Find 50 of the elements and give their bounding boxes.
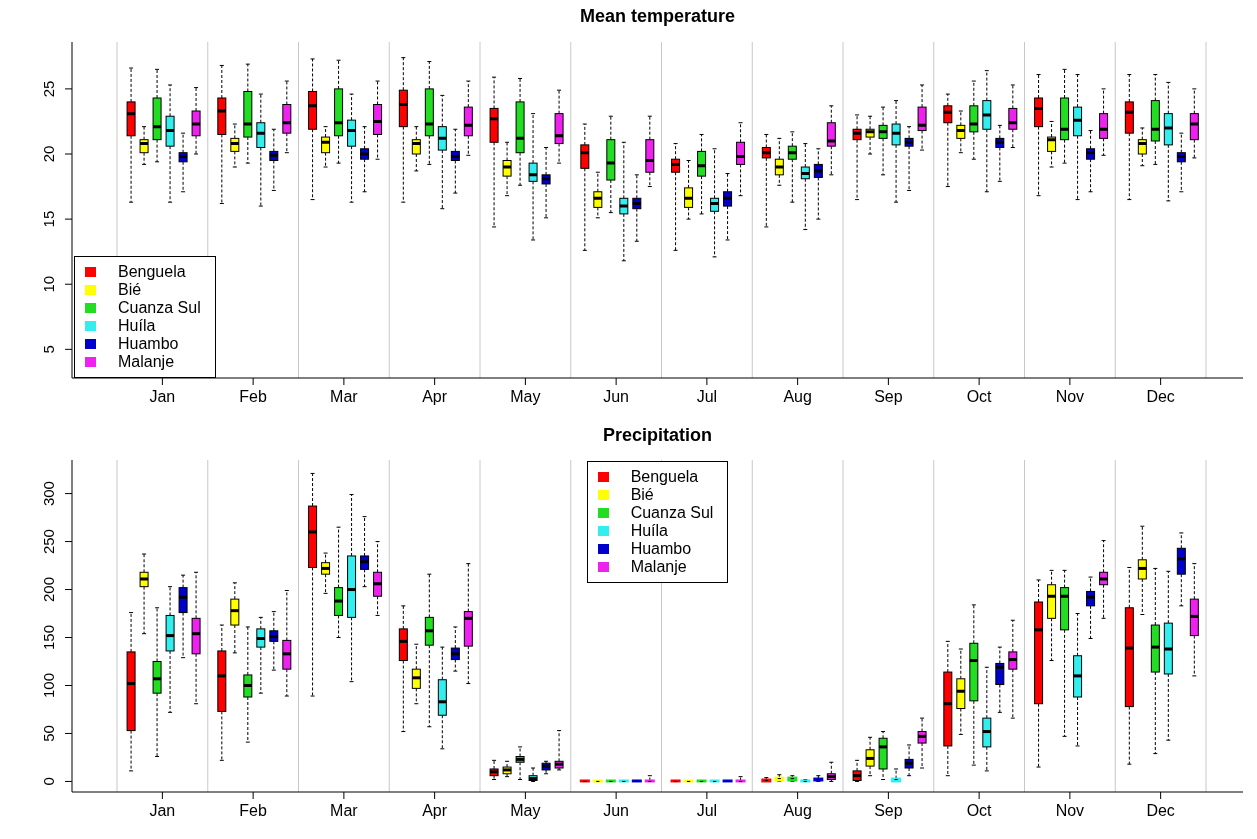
- x-tick-label: Oct: [966, 388, 993, 406]
- x-tick-label: Dec: [1146, 802, 1175, 820]
- y-tick-label: 250: [40, 529, 57, 555]
- legend-label: Huíla: [118, 317, 156, 335]
- chart-title: Precipitation: [602, 425, 713, 446]
- legend-label: Huambo: [118, 335, 179, 353]
- x-tick-label: Aug: [783, 388, 812, 406]
- y-tick-label: 50: [40, 725, 57, 742]
- y-tick-label: 25: [40, 80, 57, 98]
- x-tick-label: Apr: [422, 802, 448, 820]
- x-tick-label: Sep: [874, 802, 903, 820]
- legend-label: Bié: [118, 281, 142, 299]
- x-tick-label: Dec: [1146, 388, 1175, 406]
- y-tick-label: 5: [40, 345, 57, 354]
- x-tick-label: Oct: [966, 802, 993, 820]
- legend-label: Cuanza Sul: [630, 504, 714, 522]
- x-tick-label: Nov: [1055, 802, 1085, 820]
- x-tick-label: Jan: [149, 802, 176, 820]
- legend-label: Huambo: [630, 540, 692, 558]
- legend-label: Huíla: [630, 522, 668, 540]
- y-tick-label: 300: [40, 481, 57, 507]
- x-tick-label: Mar: [330, 388, 359, 406]
- y-tick-label: 100: [40, 672, 57, 699]
- y-tick-label: 150: [40, 625, 57, 651]
- y-tick-label: 0: [40, 777, 57, 786]
- x-tick-label: Jul: [696, 388, 718, 406]
- y-tick-label: 200: [40, 577, 57, 603]
- legend-label: Malanje: [630, 558, 687, 576]
- legend-label: Malanje: [118, 353, 175, 371]
- x-tick-label: Aug: [783, 802, 812, 820]
- y-tick-label: 10: [40, 275, 57, 293]
- legend-label: Cuanza Sul: [118, 299, 201, 317]
- x-tick-label: Jan: [149, 388, 176, 406]
- legend-label: Benguela: [630, 468, 699, 486]
- x-tick-label: Nov: [1055, 388, 1085, 406]
- x-tick-label: Jul: [696, 802, 718, 820]
- x-tick-label: Sep: [874, 388, 903, 406]
- x-tick-label: May: [510, 802, 541, 820]
- y-tick-label: 20: [40, 145, 57, 163]
- x-tick-label: Feb: [239, 388, 268, 406]
- x-tick-label: Jun: [603, 802, 630, 820]
- y-tick-label: 15: [40, 210, 57, 228]
- legend-label: Benguela: [118, 263, 186, 281]
- x-tick-label: May: [510, 388, 541, 406]
- legend-label: Bié: [630, 486, 654, 504]
- x-tick-label: Feb: [239, 802, 268, 820]
- x-tick-label: Jun: [603, 388, 630, 406]
- x-tick-label: Mar: [330, 802, 359, 820]
- x-tick-label: Apr: [422, 388, 448, 406]
- chart-title: Mean temperature: [578, 6, 737, 27]
